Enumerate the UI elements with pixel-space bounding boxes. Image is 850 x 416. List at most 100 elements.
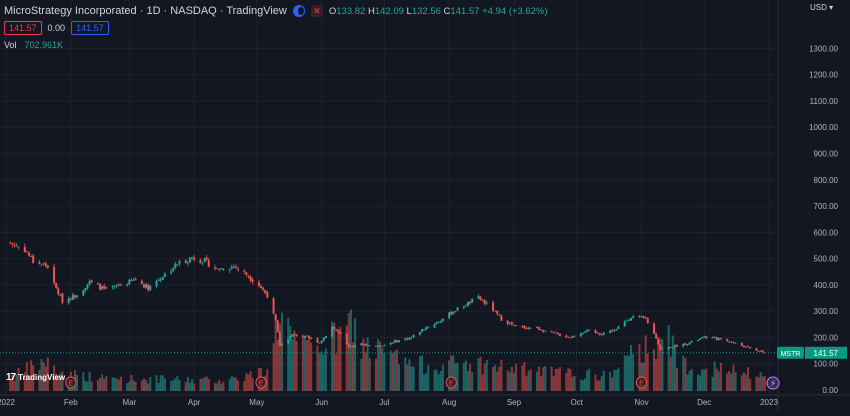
volume-bar xyxy=(55,373,58,391)
candle xyxy=(655,333,658,339)
volume-bar xyxy=(247,374,250,391)
candle xyxy=(61,293,64,303)
volume-bar xyxy=(42,362,45,391)
candle xyxy=(243,270,246,272)
volume-bar xyxy=(653,349,656,391)
candle xyxy=(230,266,233,269)
candle xyxy=(232,266,235,268)
candle xyxy=(420,329,423,332)
candle xyxy=(588,330,591,332)
candle xyxy=(228,269,231,271)
candle xyxy=(711,337,714,339)
candle xyxy=(82,290,85,296)
candle xyxy=(174,263,177,268)
buy-button[interactable]: 141.57 xyxy=(71,21,109,35)
volume-bar xyxy=(598,380,601,391)
volume-bar xyxy=(103,378,106,391)
volume-bar xyxy=(115,378,118,391)
volume-bar xyxy=(159,375,162,391)
volume-bar xyxy=(157,383,160,391)
volume-bar xyxy=(542,367,545,391)
candle xyxy=(552,331,555,333)
volume-bar xyxy=(410,366,413,391)
currency-selector[interactable]: USD ▾ xyxy=(810,3,834,12)
chart-title: MicroStrategy Incorporated · 1D · NASDAQ… xyxy=(4,5,287,17)
volume-bar xyxy=(301,334,304,391)
volume-bar xyxy=(423,374,426,391)
earnings-marker xyxy=(445,376,457,389)
y-tick-label: 200.00 xyxy=(814,333,839,342)
volume-bar xyxy=(145,380,148,391)
candle xyxy=(186,262,189,264)
volume-bar xyxy=(322,354,325,391)
candle xyxy=(701,337,704,339)
volume-bar xyxy=(713,361,716,391)
last-price-badge xyxy=(805,346,847,359)
market-closed-icon[interactable] xyxy=(292,5,305,17)
volume-bar xyxy=(565,372,568,391)
volume-bar xyxy=(439,371,442,391)
candle xyxy=(333,326,336,330)
volume-bar xyxy=(161,375,164,391)
candle xyxy=(579,333,582,337)
candle xyxy=(11,242,14,245)
candle xyxy=(450,311,453,315)
candle xyxy=(596,332,599,334)
volume-bar xyxy=(306,340,309,391)
volume-bar xyxy=(335,353,338,391)
candle xyxy=(301,336,304,338)
candle xyxy=(469,301,472,304)
candle xyxy=(214,267,217,269)
volume-bar xyxy=(556,368,559,391)
volume-bar xyxy=(230,376,233,391)
candle xyxy=(713,337,716,338)
volume-bar xyxy=(316,345,319,391)
volume-bar xyxy=(119,376,122,391)
candle xyxy=(318,342,321,344)
candle xyxy=(272,298,275,314)
candle xyxy=(550,330,553,332)
volume-bar xyxy=(389,350,392,391)
candle xyxy=(362,343,365,345)
volume-bar xyxy=(205,376,208,391)
candle xyxy=(105,287,108,289)
candle xyxy=(483,300,486,304)
volume-bar xyxy=(669,356,672,391)
volume-bar xyxy=(318,352,321,391)
volume-bar xyxy=(579,379,582,391)
high-value: 142.09 xyxy=(374,5,404,17)
volume-bar xyxy=(249,371,252,391)
volume-bar xyxy=(481,374,484,391)
candle xyxy=(521,325,524,327)
volume-bar xyxy=(412,366,415,391)
volume-bar xyxy=(734,372,737,391)
candle xyxy=(199,259,202,264)
volume-bar xyxy=(354,318,357,391)
volume-bar xyxy=(99,377,102,391)
last-price-badge-label: 141.57 xyxy=(814,349,839,358)
y-tick-label: 0.00 xyxy=(822,386,838,395)
volume-bar xyxy=(11,374,14,391)
candle xyxy=(103,286,106,289)
volume-bar xyxy=(611,377,614,391)
volume-bar xyxy=(130,374,133,391)
candle xyxy=(157,279,160,281)
candle xyxy=(404,338,407,341)
close-icon[interactable]: ✕ xyxy=(310,5,323,17)
candle xyxy=(500,315,503,321)
sell-button[interactable]: 141.57 xyxy=(4,21,42,35)
x-tick-label: Dec xyxy=(697,398,711,407)
volume-bar xyxy=(508,372,511,391)
lightning-icon xyxy=(766,376,780,390)
volume-bar xyxy=(523,362,526,391)
candle xyxy=(439,321,442,323)
y-tick-label: 400.00 xyxy=(814,281,839,290)
candle xyxy=(117,284,120,286)
volume-bar xyxy=(638,344,641,391)
low-label: L xyxy=(406,5,412,17)
volume-bar xyxy=(291,338,294,391)
candle xyxy=(755,348,758,351)
